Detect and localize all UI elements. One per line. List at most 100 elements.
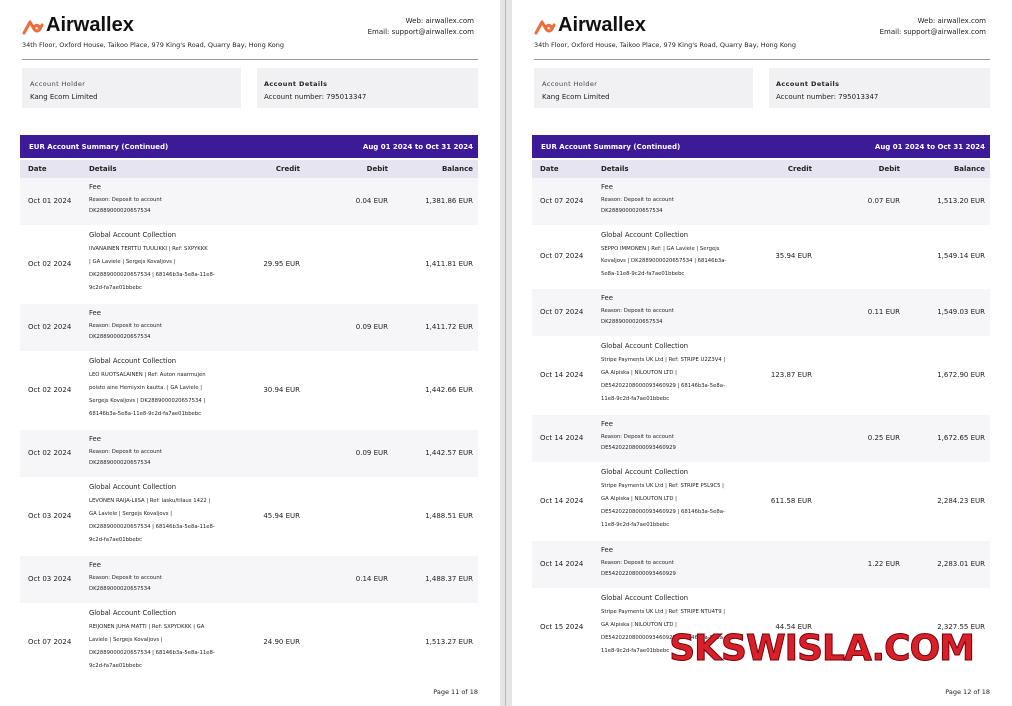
balance: 1,442.66 EUR <box>425 385 473 394</box>
balance: 1,549.14 EUR <box>937 252 985 260</box>
detail-line: Stripe Payments UK Ltd | Ref: STRIPE P5L… <box>601 483 724 489</box>
date: Oct 07 2024 <box>540 196 584 205</box>
detail-line: 11e8-9c2d-fa7ae01bbebc <box>601 522 670 528</box>
watermark: SKSWISLA.COM <box>669 628 976 670</box>
column-label: Credit <box>275 165 300 173</box>
detail-line: 9c2d-fa7ae01bbebc <box>89 663 142 669</box>
balance: 1,488.37 EUR <box>425 574 473 583</box>
date: Oct 07 2024 <box>28 637 72 646</box>
detail-title: Global Account Collection <box>601 342 689 350</box>
detail-line: REIJONEN JUHA MATTI | Ref: SXPYDKKK | GA <box>89 624 205 630</box>
transaction-row: Oct 07 2024 Global Account Collection SEPP… <box>532 226 990 288</box>
detail-line: poisto aine Hemiyxin kautta. | GA Laviel… <box>89 385 202 391</box>
email: Email: support@airwallex.com <box>367 28 474 36</box>
account-details-box: Account Details Account number: 795013347 <box>257 68 478 108</box>
date: Oct 14 2024 <box>540 496 584 505</box>
balance: 1,672.65 EUR <box>937 433 985 442</box>
balance: 1,411.81 EUR <box>425 259 473 268</box>
column-label: Details <box>601 165 629 173</box>
period: Aug 01 2024 to Oct 31 2024 <box>874 143 985 151</box>
detail-title: Fee <box>601 420 613 428</box>
column-label: Debit <box>878 165 900 173</box>
balance: 1,381.86 EUR <box>425 196 473 205</box>
date: Oct 03 2024 <box>28 511 72 520</box>
transaction-row: Oct 02 2024 Global Account Collection IIVA… <box>20 226 478 303</box>
column-header: Date Details Credit Debit Balance <box>532 160 990 178</box>
label: Account Holder <box>30 80 86 88</box>
transaction-row: Oct 14 2024 Global Account Collection Stri… <box>532 337 990 414</box>
credit: 45.94 EUR <box>263 511 300 520</box>
debit: 0.25 EUR <box>867 433 900 442</box>
detail-title: Fee <box>89 561 101 569</box>
column-label: Details <box>89 165 117 173</box>
detail-line: DK2889000020657534 <box>89 334 151 341</box>
detail-title: Global Account Collection <box>601 594 689 602</box>
detail-title: Fee <box>601 546 613 554</box>
column-label: Debit <box>366 165 388 173</box>
balance: 1,488.51 EUR <box>425 511 473 520</box>
account-number: Account number: 795013347 <box>264 93 367 101</box>
detail-title: Global Account Collection <box>601 468 689 476</box>
column-label: Date <box>540 165 559 173</box>
detail-line: DE54202208000093460929 | 68146b3a-5e8a- <box>601 509 725 515</box>
account-holder-box: Account Holder Kang Ecom Limited <box>534 68 753 108</box>
detail-line: GA Alpiska | NILOUTON LTD | <box>601 496 677 502</box>
table-title-bar: EUR Account Summary (Continued) Aug 01 20… <box>532 135 990 158</box>
detail-line: GA Alpiska | NILOUTON LTD | <box>601 622 677 628</box>
detail-line: DK2889000020657534 <box>89 586 151 593</box>
page: Airwallex 34th Floor, Oxford House, Taiko… <box>0 0 500 706</box>
balance: 1,672.90 EUR <box>937 370 985 379</box>
credit: 44.54 EUR <box>775 622 812 631</box>
detail-line: DK2889000020657534 | 68146b3a-5e8a-11e8- <box>89 524 215 530</box>
transaction-row: Oct 14 2024 Fee Reason: Deposit to account… <box>532 541 990 588</box>
detail-title: Fee <box>601 294 613 302</box>
debit: 1.22 EUR <box>867 559 900 568</box>
detail-line: DE54202208000093460929 <box>601 571 676 578</box>
detail-line: | GA Laviele | Sergejs Kovaljovs | <box>89 259 176 265</box>
detail-line: Stripe Payments UK Ltd | Ref: STRIPE U2Z… <box>601 357 726 363</box>
transaction-row: Oct 14 2024 Fee Reason: Deposit to account… <box>532 415 990 462</box>
detail-line: GA Alpiska | NILOUTON LTD | <box>601 370 677 376</box>
detail-line: 9c2d-fa7ae01bbebc <box>89 537 142 543</box>
address: 34th Floor, Oxford House, Taikoo Place, … <box>22 41 285 49</box>
detail-line: GA Laviele | Sergejs Kovaljovs | <box>89 511 172 517</box>
label: Account Details <box>776 80 840 88</box>
detail-line: DK2889000020657534 | 68146b3a-5e8a-11e8- <box>89 650 215 656</box>
detail-line: 11e8-9c2d-fa7ae01bbebc <box>601 648 670 654</box>
detail-line: Reason: Deposit to account <box>601 196 674 203</box>
email: Email: support@airwallex.com <box>879 28 986 36</box>
debit: 0.09 EUR <box>355 322 388 331</box>
detail-title: Global Account Collection <box>601 231 689 239</box>
page-number: Page 12 of 18 <box>945 688 990 696</box>
detail-line: DE54202208000093460929 | 68146b3a-5e8a- <box>601 635 725 641</box>
credit: 24.90 EUR <box>263 637 300 646</box>
page: Airwallex 34th Floor, Oxford House, Taiko… <box>512 0 1012 706</box>
detail-line: Reason: Deposit to account <box>601 559 674 566</box>
column-header: Date Details Credit Debit Balance <box>20 160 478 178</box>
column-label: Balance <box>441 165 473 173</box>
transaction-row: Oct 02 2024 Fee Reason: Deposit to account… <box>20 304 478 351</box>
credit: 29.95 EUR <box>263 259 300 268</box>
brand-name: Airwallex <box>558 14 646 36</box>
address: 34th Floor, Oxford House, Taikoo Place, … <box>534 41 797 49</box>
date: Oct 03 2024 <box>28 574 72 583</box>
transaction-row: Oct 07 2024 Fee Reason: Deposit to account… <box>532 289 990 336</box>
account-holder: Kang Ecom Limited <box>542 93 610 101</box>
detail-line: Kovaljovs | DK2889000020657534 | 68146b3… <box>601 258 727 264</box>
detail-title: Fee <box>601 183 613 191</box>
account-number: Account number: 795013347 <box>776 93 879 101</box>
detail-line: 11e8-9c2d-fa7ae01bbebc <box>601 396 670 402</box>
detail-title: Fee <box>89 309 101 317</box>
debit: 0.11 EUR <box>867 307 900 316</box>
table-title: EUR Account Summary (Continued) <box>29 143 169 151</box>
account-holder: Kang Ecom Limited <box>30 93 98 101</box>
header-rule <box>22 59 478 60</box>
date: Oct 14 2024 <box>540 433 584 442</box>
detail-title: Global Account Collection <box>89 231 177 239</box>
detail-line: SEPPO IMMONEN | Ref: | GA Laviele | Serg… <box>601 245 720 252</box>
table-title: EUR Account Summary (Continued) <box>541 143 681 151</box>
detail-line: Sergejs Kovaljovs | DK2889000020657534 | <box>89 398 206 404</box>
detail-line: Reason: Deposit to account <box>89 322 162 329</box>
transaction-row: Oct 07 2024 Fee Reason: Deposit to account… <box>532 178 990 225</box>
balance: 2,283.01 EUR <box>937 559 985 568</box>
